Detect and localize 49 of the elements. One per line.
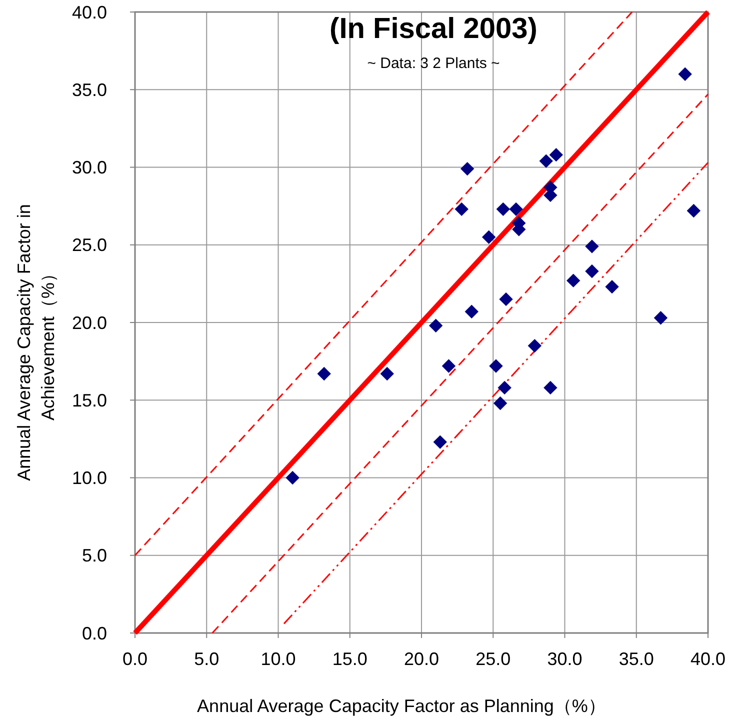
point [528, 338, 542, 353]
x-tick-label: 10.0 [260, 649, 296, 669]
point [686, 204, 701, 218]
point [493, 396, 508, 410]
y-tick-label: 15.0 [72, 390, 107, 410]
point [654, 310, 668, 325]
point [317, 366, 331, 381]
y-tick-label: 10.0 [72, 468, 107, 488]
x-tick-label: 25.0 [476, 649, 511, 669]
point [498, 380, 512, 395]
point [460, 162, 474, 176]
point [566, 274, 580, 288]
point [454, 202, 468, 216]
point [489, 359, 503, 373]
point [544, 380, 558, 395]
point [433, 435, 447, 449]
x-tick-label: 30.0 [547, 649, 582, 669]
chart-title: (In Fiscal 2003) [330, 13, 538, 45]
text: ~ Data: 3 2 Plants ~ [367, 55, 500, 72]
point [464, 304, 478, 318]
x-tick-label: 20.0 [404, 649, 440, 669]
point [678, 67, 692, 81]
y-tick-label: 35.0 [72, 80, 107, 100]
x-tick-label: 40.0 [690, 649, 726, 669]
point [605, 280, 619, 294]
point [499, 292, 513, 306]
point [428, 318, 443, 332]
y-tick-label: 5.0 [82, 546, 107, 566]
x-tick-label: 5.0 [194, 649, 220, 669]
x-tick-label: 15.0 [332, 649, 368, 669]
point [585, 240, 599, 254]
point [585, 264, 599, 278]
y-tick-label: 40.0 [72, 2, 107, 22]
point [482, 230, 496, 244]
point [380, 366, 394, 381]
point [496, 202, 510, 216]
y-tick-label: 30.0 [72, 158, 107, 178]
point [549, 148, 563, 162]
x-tick-label: 0.0 [122, 649, 148, 669]
x-tick-label: 35.0 [618, 649, 654, 669]
y-tick-label: 0.0 [82, 623, 107, 644]
point [286, 470, 300, 485]
y-axis-title: Annual Average Capacity Factor in Achievement（%） [14, 204, 58, 481]
point [509, 202, 523, 216]
point [442, 359, 456, 373]
point [539, 154, 553, 168]
x-axis-title: Annual Average Capacity Factor as Planning（%） [197, 696, 606, 716]
y-tick-label: 25.0 [72, 235, 107, 256]
y-tick-label: 20.0 [72, 312, 107, 333]
